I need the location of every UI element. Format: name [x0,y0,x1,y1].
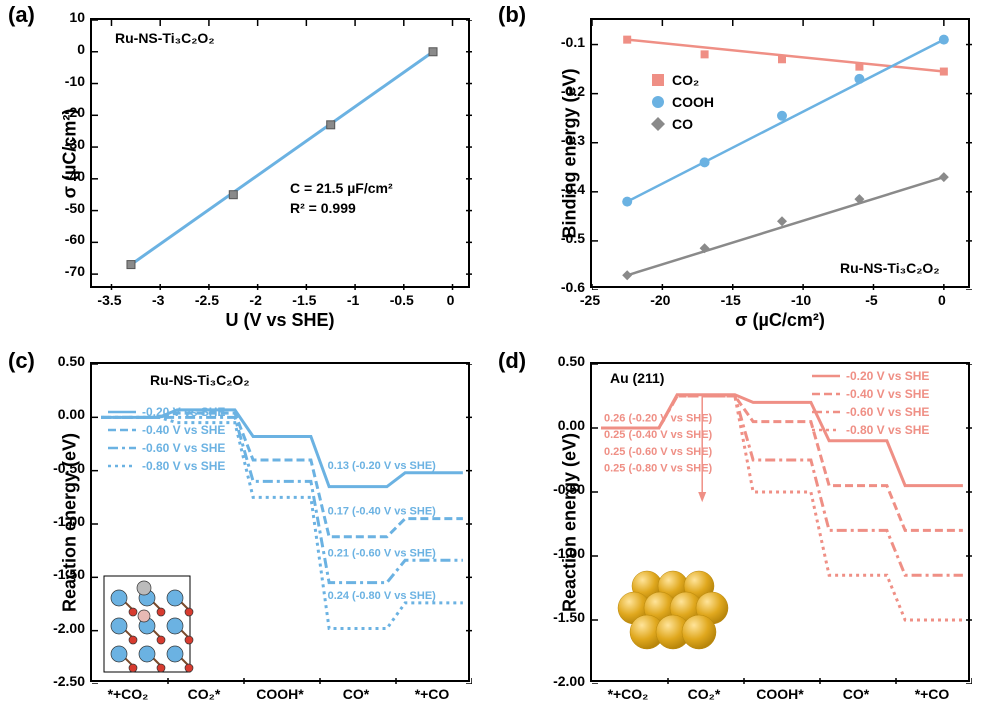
svg-text:-0.20 V vs SHE: -0.20 V vs SHE [846,369,929,383]
tick-x: 0 [917,292,967,308]
panel-d-label: (d) [498,348,526,374]
step-label: CO* [321,686,391,702]
tick-y: -40 [35,168,85,184]
svg-text:0.25 (-0.80 V vs SHE): 0.25 (-0.80 V vs SHE) [604,463,713,475]
svg-text:-0.40 V vs SHE: -0.40 V vs SHE [142,423,225,437]
panel-a-title: Ru-NS-Ti₃C₂O₂ [115,30,215,46]
svg-text:COOH: COOH [672,94,714,110]
panel-a-xlabel: U (V vs SHE) [90,310,470,331]
tick-y: -1.50 [535,609,585,625]
step-label: COOH* [245,686,315,702]
tick-y: -2.00 [535,673,585,689]
panel-a-svg [92,20,472,290]
svg-text:0.21 (-0.60 V vs SHE): 0.21 (-0.60 V vs SHE) [328,547,437,559]
tick-x: -15 [706,292,756,308]
svg-text:-0.20 V vs SHE: -0.20 V vs SHE [142,405,225,419]
tick-y: -50 [35,200,85,216]
svg-text:-0.80 V vs SHE: -0.80 V vs SHE [846,423,929,437]
tick-x: 0 [426,292,476,308]
tick-y: -0.5 [535,230,585,246]
tick-y: -0.6 [535,279,585,295]
step-label: CO₂* [669,686,739,702]
panel-b-plot: CO₂ COOH CO [590,18,970,288]
svg-text:0.17 (-0.40 V vs SHE): 0.17 (-0.40 V vs SHE) [328,506,437,518]
tick-y: -70 [35,263,85,279]
panel-a-annot-c: C = 21.5 µF/cm² [290,180,393,196]
tick-x: -5 [846,292,896,308]
tick-x: -3.5 [84,292,134,308]
panel-b-label: (b) [498,2,526,28]
panel-d-ylabel: Reaction energy (eV) [560,363,581,683]
svg-text:0.25 (-0.60 V vs SHE): 0.25 (-0.60 V vs SHE) [604,446,713,458]
panel-d-title: Au (211) [610,370,664,386]
step-label: COOH* [745,686,815,702]
svg-text:0.13 (-0.20 V vs SHE): 0.13 (-0.20 V vs SHE) [328,460,437,472]
svg-text:0.26 (-0.20 V vs SHE): 0.26 (-0.20 V vs SHE) [604,413,713,425]
panel-c-svg: -0.20 V vs SHE -0.40 V vs SHE -0.60 V vs S… [92,364,472,684]
tick-x: -2 [231,292,281,308]
figure: (a) U (V vs SHE) σ (µC/cm²) Ru-NS-Ti₃C₂O… [0,0,984,708]
tick-y: -1.00 [35,513,85,529]
step-label: *+CO [897,686,967,702]
tick-y: -0.2 [535,83,585,99]
tick-y: -1.50 [35,566,85,582]
panel-b-corner: Ru-NS-Ti₃C₂O₂ [840,260,940,276]
step-label: *+CO [397,686,467,702]
svg-text:CO: CO [672,116,693,132]
step-label: CO* [821,686,891,702]
svg-text:0.24 (-0.80 V vs SHE): 0.24 (-0.80 V vs SHE) [328,590,437,602]
tick-y: -0.3 [535,132,585,148]
panel-b-svg: CO₂ COOH CO [592,20,972,290]
tick-x: -10 [776,292,826,308]
panel-a-plot [90,18,470,288]
tick-y: 0.00 [35,406,85,422]
svg-text:CO₂: CO₂ [672,72,699,88]
tick-y: -0.1 [535,34,585,50]
panel-a-ylabel: σ (µC/cm²) [60,19,81,289]
tick-y: -60 [35,231,85,247]
tick-y: -10 [35,73,85,89]
tick-y: 10 [35,9,85,25]
tick-y: 0.50 [535,353,585,369]
tick-y: 0.50 [35,353,85,369]
tick-x: -1 [328,292,378,308]
tick-y: -30 [35,136,85,152]
svg-text:-0.80 V vs SHE: -0.80 V vs SHE [142,459,225,473]
tick-y: -1.00 [535,545,585,561]
tick-y: -20 [35,104,85,120]
panel-b-ylabel: Binding energy (eV) [560,19,581,289]
panel-d-plot: -0.20 V vs SHE -0.40 V vs SHE -0.60 V vs S… [590,362,970,682]
panel-d-svg: -0.20 V vs SHE -0.40 V vs SHE -0.60 V vs S… [592,364,972,684]
step-label: *+CO₂ [93,686,163,702]
tick-x: -2.5 [182,292,232,308]
panel-c-label: (c) [8,348,35,374]
step-label: *+CO₂ [593,686,663,702]
tick-y: 0.00 [535,417,585,433]
step-label: CO₂* [169,686,239,702]
svg-text:-0.60 V vs SHE: -0.60 V vs SHE [846,405,929,419]
panel-a-annot-r2: R² = 0.999 [290,200,356,216]
panel-c-title: Ru-NS-Ti₃C₂O₂ [150,372,250,388]
tick-x: -3 [133,292,183,308]
svg-text:0.25 (-0.40 V vs SHE): 0.25 (-0.40 V vs SHE) [604,429,713,441]
tick-y: -2.50 [35,673,85,689]
panel-a-label: (a) [8,2,35,28]
panel-c-plot: -0.20 V vs SHE -0.40 V vs SHE -0.60 V vs S… [90,362,470,682]
tick-y: -0.50 [35,460,85,476]
tick-y: 0 [35,41,85,57]
svg-text:-0.60 V vs SHE: -0.60 V vs SHE [142,441,225,455]
tick-y: -2.00 [35,620,85,636]
tick-y: -0.4 [535,181,585,197]
tick-x: -20 [635,292,685,308]
svg-text:-0.40 V vs SHE: -0.40 V vs SHE [846,387,929,401]
tick-y: -0.50 [535,481,585,497]
tick-x: -0.5 [377,292,427,308]
panel-b-xlabel: σ (µC/cm²) [590,310,970,331]
tick-x: -1.5 [279,292,329,308]
